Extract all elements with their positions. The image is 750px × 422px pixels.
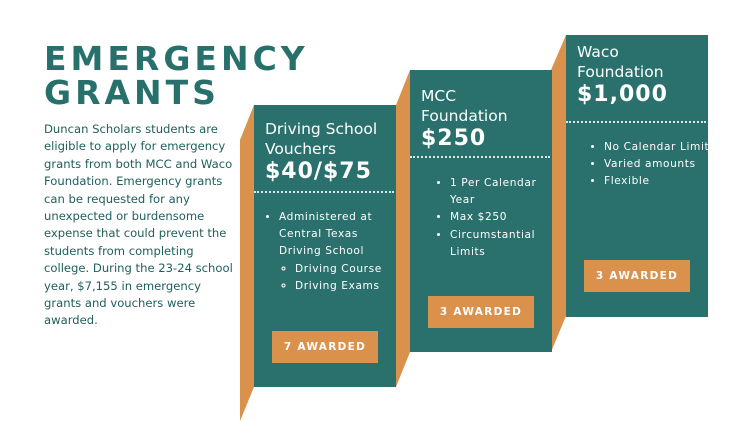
- bullet: Max $250: [450, 209, 560, 226]
- name-line: Vouchers: [265, 140, 337, 158]
- fold-strip: [551, 35, 566, 352]
- card-bullets: No Calendar Limits Varied amounts Flexib…: [590, 139, 718, 191]
- bullet: Circumstantial Limits: [450, 227, 560, 261]
- awarded-badge: 7 AWARDED: [272, 331, 378, 363]
- card-name: Driving School Vouchers: [265, 119, 377, 159]
- card-bullets: Administered at Central Texas Driving Sc…: [265, 209, 404, 295]
- page-title: EMERGENCY GRANTS: [44, 42, 309, 110]
- divider: [410, 156, 550, 158]
- card-amount: $40/$75: [265, 159, 372, 184]
- bullet: Varied amounts: [604, 156, 718, 173]
- name-line: Driving School: [265, 120, 378, 138]
- name-line: Waco: [577, 43, 619, 61]
- bullet: Flexible: [604, 173, 718, 190]
- intro-text: Duncan Scholars students are eligible to…: [44, 122, 233, 328]
- name-line: MCC: [421, 87, 457, 105]
- sub-bullets: Driving Course Driving Exams: [279, 261, 404, 295]
- bullet: Administered at Central Texas Driving Sc…: [279, 209, 404, 261]
- bullet: No Calendar Limits: [604, 139, 718, 156]
- card-bullets: 1 Per Calendar Year Max $250 Circumstant…: [436, 175, 560, 261]
- card-amount: $250: [421, 126, 487, 151]
- fold-strip: [240, 105, 254, 421]
- card-waco-foundation: Waco Foundation $1,000 No Calendar Limits…: [566, 35, 715, 317]
- divider: [566, 121, 706, 123]
- card-name: MCC Foundation: [421, 86, 508, 126]
- card-name: Waco Foundation: [577, 42, 664, 82]
- title-line: GRANTS: [44, 73, 220, 112]
- bullet: 1 Per Calendar Year: [450, 175, 560, 209]
- sub-bullet: Driving Course: [295, 261, 404, 278]
- fold-strip: [396, 70, 410, 387]
- sub-bullet: Driving Exams: [295, 278, 404, 295]
- title-line: EMERGENCY: [44, 39, 309, 78]
- card-amount: $1,000: [577, 82, 668, 107]
- awarded-badge: 3 AWARDED: [584, 260, 690, 292]
- name-line: Foundation: [421, 107, 508, 125]
- awarded-badge: 3 AWARDED: [428, 296, 534, 328]
- name-line: Foundation: [577, 63, 664, 81]
- divider: [254, 191, 394, 193]
